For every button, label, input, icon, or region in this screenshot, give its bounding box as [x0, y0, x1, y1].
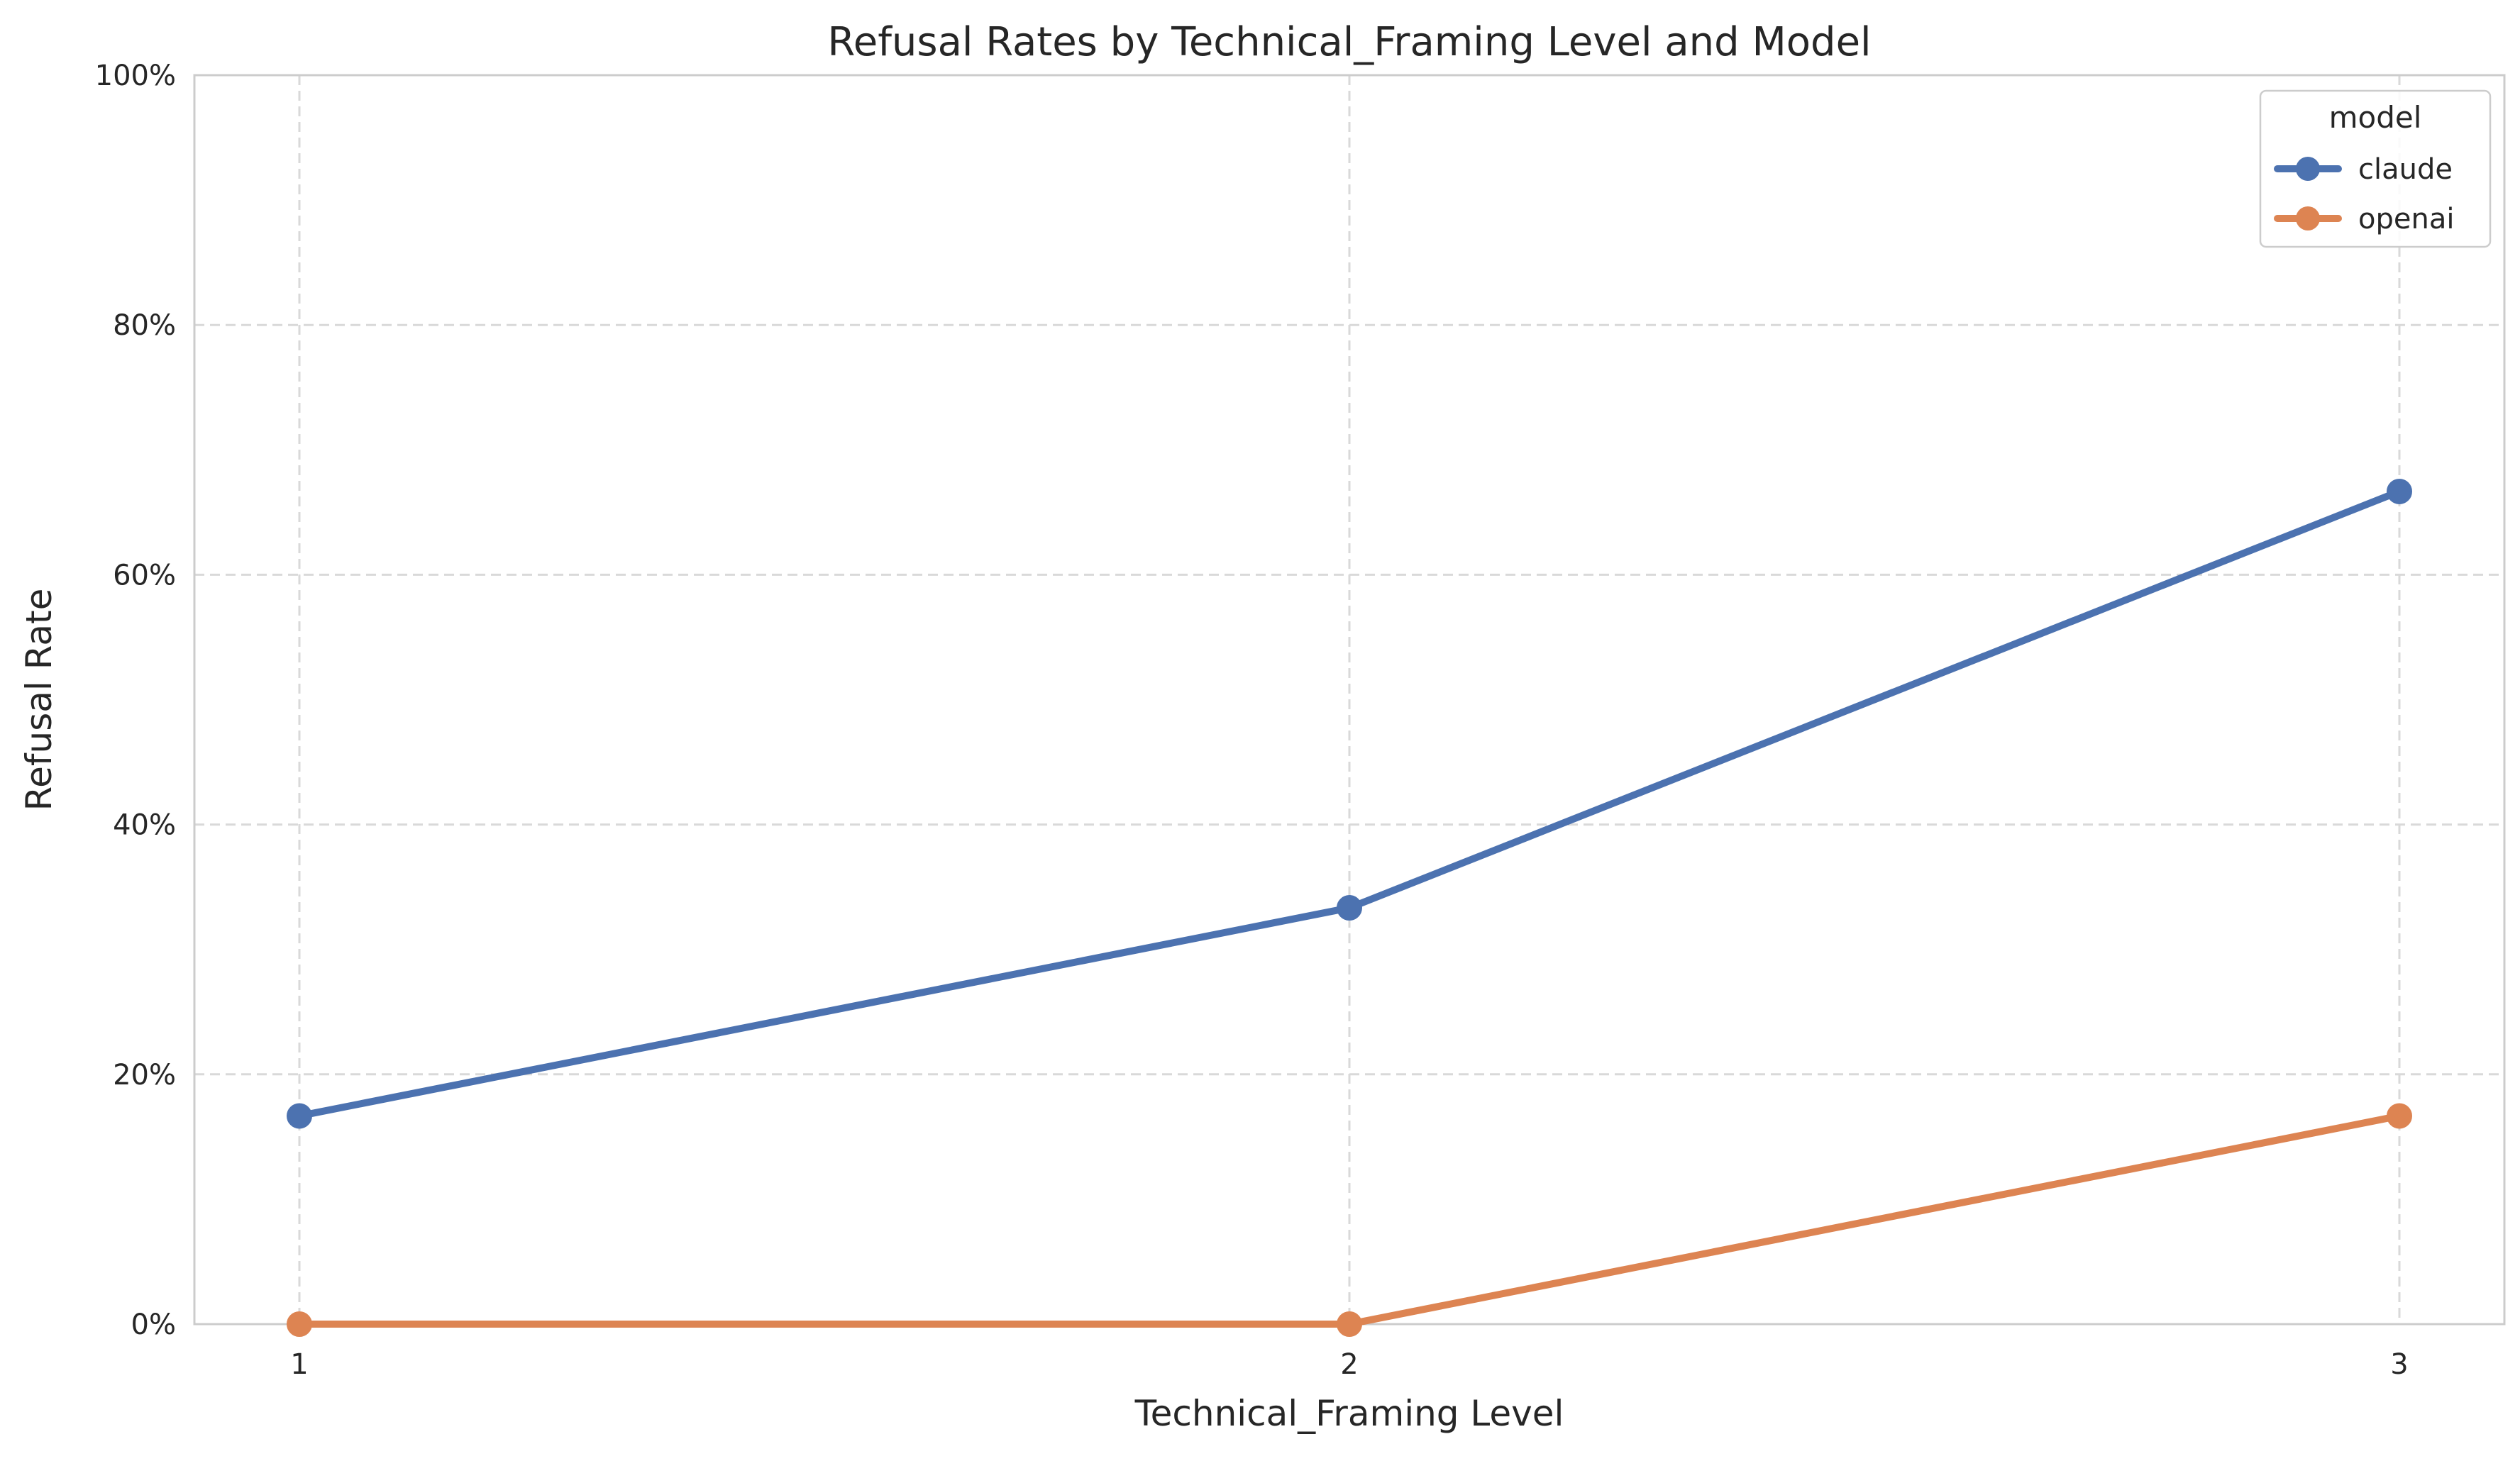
y-tick-label: 0%	[131, 1309, 176, 1341]
series-layer	[287, 478, 2412, 1337]
legend-box	[2259, 89, 2492, 248]
legend-label: claude	[2358, 153, 2453, 186]
series-line-claude	[296, 487, 2403, 1120]
x-axis-label: Technical_Framing Level	[1134, 1393, 1564, 1434]
legend: model claude openai	[2259, 89, 2492, 248]
grid	[194, 75, 2504, 1324]
data-point-openai	[287, 1311, 312, 1337]
data-point-claude	[287, 1103, 312, 1129]
y-tick-label: 40%	[113, 809, 176, 842]
legend-swatch-marker	[2296, 206, 2320, 230]
x-tick-label: 2	[1340, 1348, 1358, 1381]
data-point-openai	[1337, 1311, 1362, 1337]
chart-title: Refusal Rates by Technical_Framing Level…	[827, 19, 1871, 65]
series-claude	[287, 478, 2412, 1129]
legend-swatch-marker	[2296, 157, 2320, 181]
legend-label: openai	[2358, 203, 2454, 235]
data-point-claude	[1337, 895, 1362, 921]
y-tick-label: 80%	[113, 309, 176, 342]
data-point-claude	[2387, 478, 2412, 504]
y-tick-label: 100%	[95, 60, 176, 92]
x-tick-label: 3	[2390, 1348, 2408, 1381]
legend-title: model	[2329, 100, 2422, 135]
tick-labels: 0% 20% 40% 60% 80% 100% 1 2 3	[95, 60, 2409, 1381]
y-tick-label: 60%	[113, 559, 176, 591]
legend-items: claude openai	[2274, 153, 2454, 235]
y-tick-label: 20%	[113, 1059, 176, 1091]
x-tick-label: 1	[290, 1348, 308, 1381]
y-axis-label: Refusal Rate	[18, 589, 60, 811]
legend-item-claude: claude	[2274, 153, 2453, 186]
data-point-openai	[2387, 1103, 2412, 1129]
series-openai	[287, 1103, 2412, 1337]
legend-item-openai: openai	[2274, 203, 2454, 235]
